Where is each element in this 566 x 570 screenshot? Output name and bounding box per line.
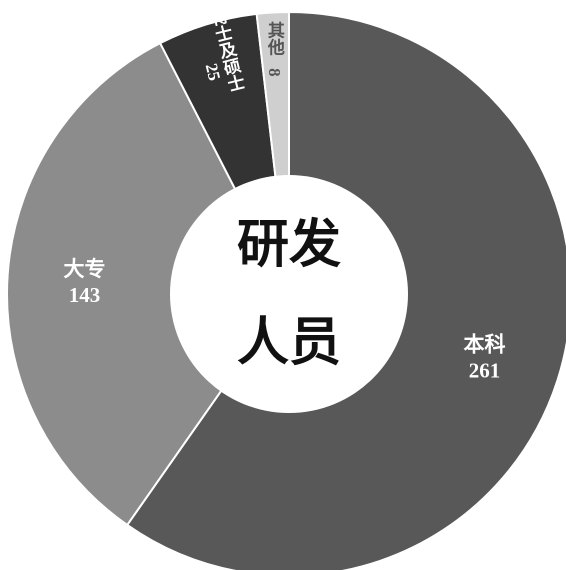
label-other-value: 8 bbox=[265, 68, 284, 77]
label-bachelor-value: 261 bbox=[469, 359, 501, 383]
slice-junior-college bbox=[6, 41, 291, 527]
label-other-name: 其他 bbox=[265, 20, 286, 55]
label-junior-college-name: 大专 bbox=[63, 257, 105, 281]
center-label-line-2: 人员 bbox=[237, 313, 341, 373]
label-bachelor-name: 本科 bbox=[464, 333, 506, 357]
center-label-line-1: 研发 bbox=[237, 215, 341, 275]
label-junior-college-value: 143 bbox=[69, 283, 101, 307]
donut-hole bbox=[170, 175, 408, 413]
label-doctor-master-value: 25 bbox=[202, 62, 225, 83]
label-other: 其他 8 bbox=[265, 20, 286, 76]
